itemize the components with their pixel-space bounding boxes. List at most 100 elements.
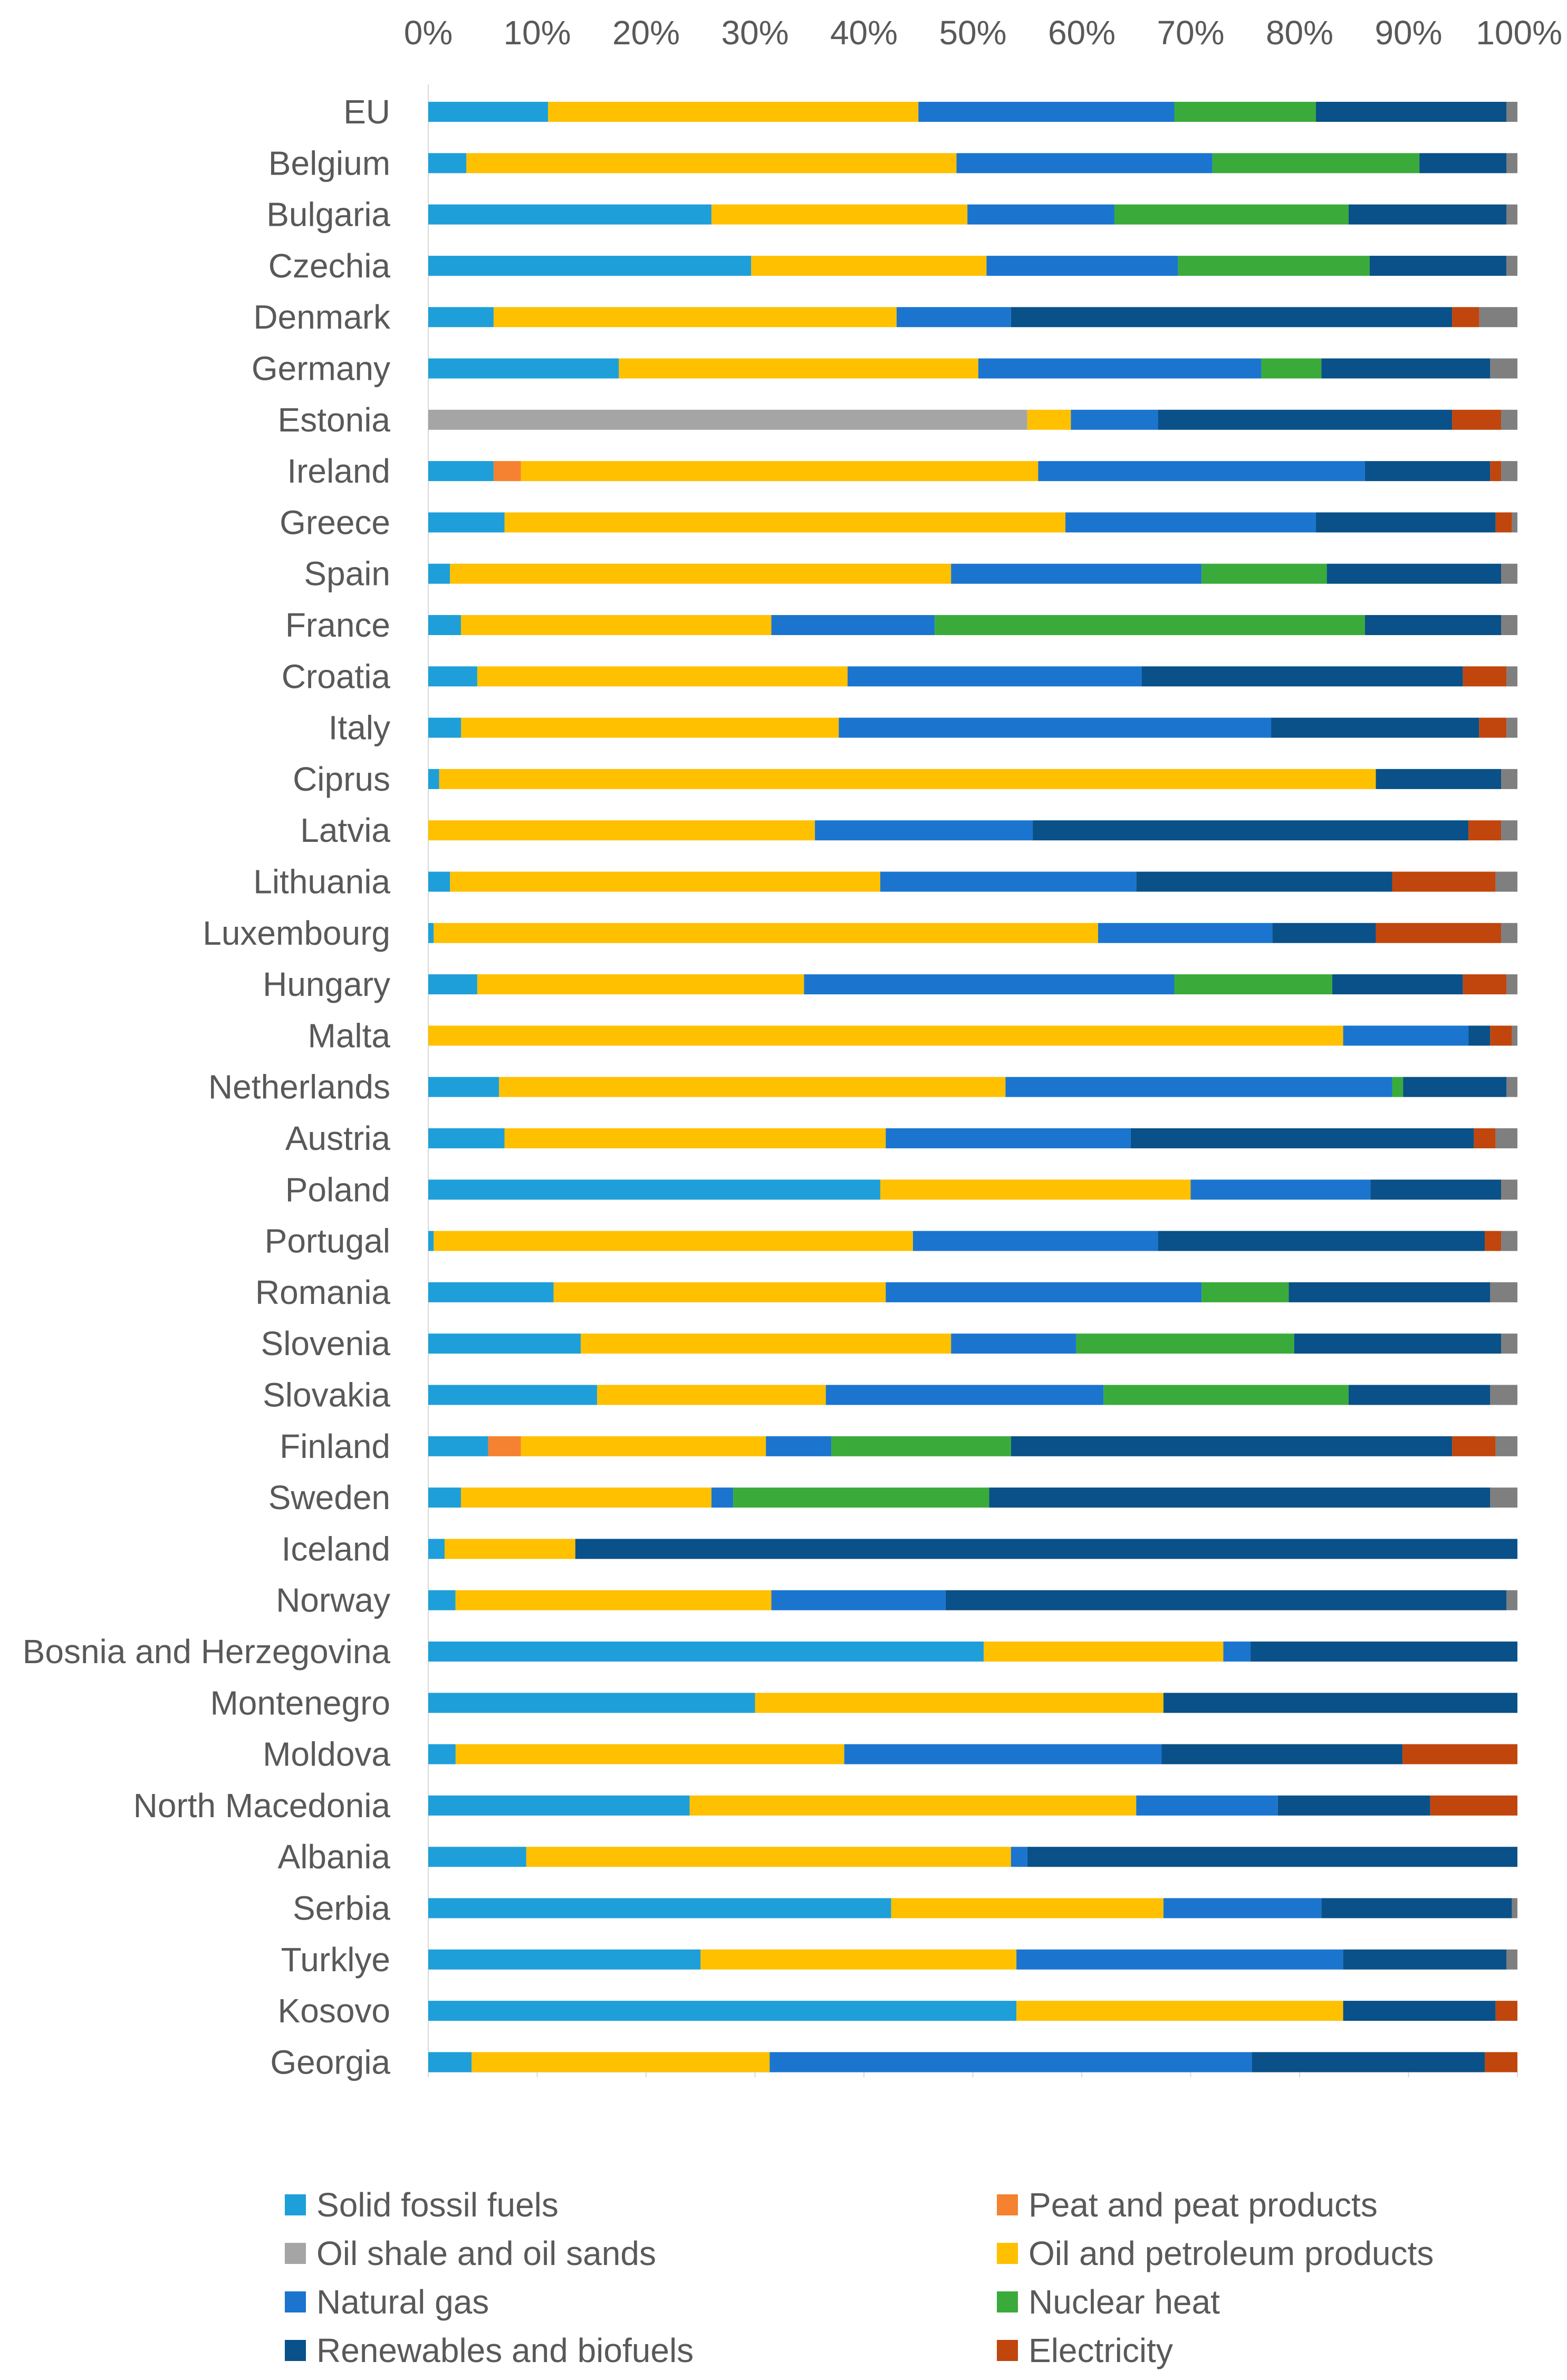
- bar-segment: [428, 1488, 461, 1508]
- bar-segment: [521, 461, 1039, 482]
- legend-label: Natural gas: [316, 2283, 489, 2321]
- category-label: Denmark: [253, 298, 391, 336]
- category-label: Moldova: [263, 1735, 390, 1773]
- bar-segment: [1490, 358, 1517, 379]
- bar-segment: [839, 717, 1272, 738]
- category-label: Finland: [280, 1427, 390, 1465]
- bar-segment: [428, 307, 494, 328]
- bar-segment: [1027, 1847, 1517, 1867]
- bar-segment: [755, 1693, 1164, 1713]
- category-label: Romania: [255, 1273, 391, 1311]
- bar-segment: [1271, 717, 1479, 738]
- category-label: Poland: [285, 1170, 390, 1208]
- bar-segment: [1392, 871, 1496, 892]
- bar-segment: [771, 615, 935, 635]
- bar-segment: [1016, 1949, 1343, 1970]
- category-axis: EU Belgium Bulgaria Czechia Denmark Germany Es…: [23, 93, 391, 2081]
- bar-segment: [1490, 1488, 1517, 1508]
- category-label: Germany: [252, 350, 390, 388]
- bar-segment: [1332, 974, 1463, 995]
- category-label: Norway: [276, 1581, 390, 1619]
- category-label: France: [285, 606, 390, 644]
- bar-segment: [1452, 1436, 1496, 1456]
- bar-segment: [460, 1488, 712, 1508]
- bar-segment: [1490, 461, 1502, 482]
- bar-segment: [804, 974, 1175, 995]
- bar-segment: [1190, 1179, 1371, 1200]
- bar-segment: [700, 1949, 1017, 1970]
- bar-segment: [1485, 1231, 1502, 1251]
- legend-label: Oil and petroleum products: [1028, 2234, 1434, 2272]
- bar-segment: [1348, 1385, 1491, 1405]
- bar-segment: [1252, 2052, 1485, 2072]
- bar-segment: [844, 1744, 1162, 1764]
- x-tick-label: 0%: [404, 14, 453, 52]
- bar-segment: [951, 1333, 1076, 1354]
- bar-segment: [1223, 1642, 1251, 1662]
- bar-segment: [1011, 1847, 1027, 1867]
- x-tick-label: 30%: [721, 14, 789, 52]
- bar-segment: [619, 358, 978, 379]
- bar-segment: [1076, 1333, 1294, 1354]
- bar-segment: [493, 461, 521, 482]
- bar-segment: [711, 1488, 734, 1508]
- bar-segment: [1038, 461, 1365, 482]
- bar-segment: [1506, 1590, 1517, 1610]
- bar-segment: [455, 1590, 772, 1610]
- bar-segment: [733, 1488, 989, 1508]
- category-label: Netherlands: [208, 1068, 390, 1106]
- bar-segment: [848, 666, 1142, 687]
- bar-series-group: [428, 102, 1517, 2072]
- bar-segment: [575, 1539, 1517, 1559]
- legend-label: Oil shale and oil sands: [316, 2234, 656, 2272]
- bar-segment: [428, 1590, 456, 1610]
- bar-segment: [428, 1693, 755, 1713]
- bar-segment: [1392, 1077, 1403, 1097]
- category-label: Bosnia and Herzegovina: [23, 1633, 391, 1671]
- bar-segment: [945, 1590, 1507, 1610]
- x-tick-label: 40%: [830, 14, 898, 52]
- bar-segment: [428, 1025, 1343, 1046]
- bar-segment: [831, 1436, 1011, 1456]
- category-label: Serbia: [293, 1889, 390, 1927]
- bar-segment: [428, 1642, 984, 1662]
- bar-segment: [1479, 717, 1507, 738]
- legend-swatch: [285, 2194, 306, 2215]
- category-label: EU: [343, 93, 390, 131]
- bar-segment: [1065, 512, 1316, 533]
- bar-segment: [1272, 923, 1376, 943]
- bar-segment: [428, 666, 477, 687]
- bar-segment: [428, 2052, 472, 2072]
- bar-segment: [428, 923, 434, 943]
- bar-segment: [499, 1077, 1006, 1097]
- bar-segment: [488, 1436, 521, 1456]
- bar-segment: [428, 153, 467, 174]
- bar-segment: [1136, 1795, 1278, 1816]
- bar-segment: [428, 1436, 488, 1456]
- bar-segment: [1506, 102, 1517, 122]
- category-label: Georgia: [270, 2043, 390, 2081]
- bar-segment: [689, 1795, 1137, 1816]
- bar-segment: [1463, 974, 1507, 995]
- category-label: Portugal: [265, 1222, 390, 1260]
- bar-segment: [1163, 1693, 1517, 1713]
- x-tick-label: 80%: [1266, 14, 1333, 52]
- bar-segment: [444, 1539, 575, 1559]
- bar-segment: [1130, 1128, 1474, 1148]
- category-label: Iceland: [282, 1530, 390, 1568]
- bar-segment: [428, 358, 619, 379]
- x-tick-label: 10%: [503, 14, 571, 52]
- bar-segment: [428, 1795, 690, 1816]
- category-label: Austria: [285, 1119, 391, 1157]
- bar-segment: [951, 563, 1202, 584]
- bar-segment: [428, 461, 494, 482]
- bar-segment: [455, 1744, 844, 1764]
- bar-segment: [428, 1231, 434, 1251]
- category-label: Italy: [329, 709, 390, 747]
- bar-segment: [978, 358, 1262, 379]
- x-axis: 0% 10% 20% 30% 40% 50% 60% 70% 80% 90% 100%: [404, 14, 1562, 2077]
- bar-segment: [472, 2052, 770, 2072]
- bar-segment: [1033, 820, 1469, 841]
- category-label: North Macedonia: [133, 1787, 391, 1825]
